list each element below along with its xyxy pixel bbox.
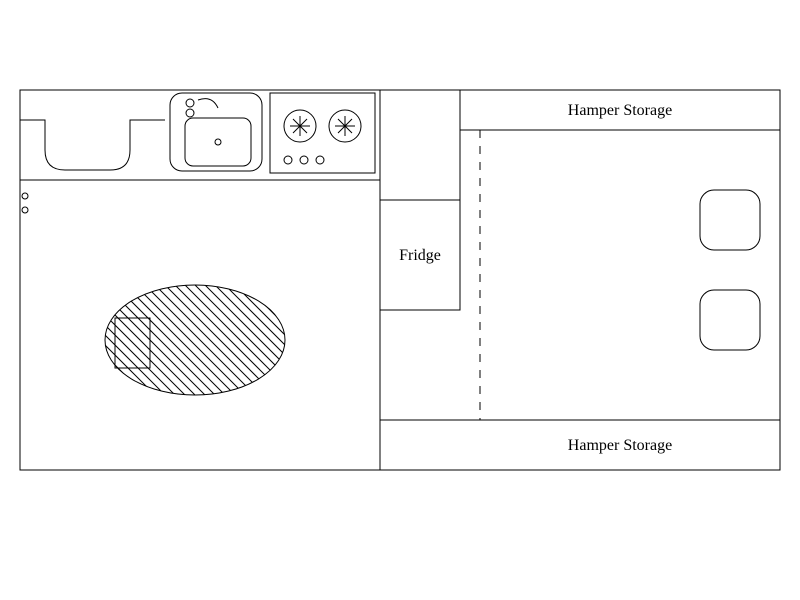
- fridge-label: Fridge: [399, 247, 441, 264]
- seat-1: [700, 290, 760, 350]
- stove-knob-0: [284, 156, 292, 164]
- hamper-top-label: Hamper Storage: [568, 102, 672, 119]
- door-knob-0: [22, 193, 28, 199]
- faucet-handle-1: [186, 109, 194, 117]
- faucet-spout: [198, 99, 218, 108]
- hamper-bottom-label: Hamper Storage: [568, 437, 672, 454]
- wall-notch: [20, 120, 165, 170]
- outer-boundary: [20, 90, 780, 470]
- table-leaf: [115, 318, 150, 368]
- stove-knob-1: [300, 156, 308, 164]
- faucet-handle-0: [186, 99, 194, 107]
- stove-knob-2: [316, 156, 324, 164]
- sink-drain: [215, 139, 221, 145]
- sink-basin: [185, 118, 251, 166]
- floor-plan-svg: Fridge Hamper Storage Hamper Storage: [0, 0, 800, 600]
- seat-0: [700, 190, 760, 250]
- door-knob-1: [22, 207, 28, 213]
